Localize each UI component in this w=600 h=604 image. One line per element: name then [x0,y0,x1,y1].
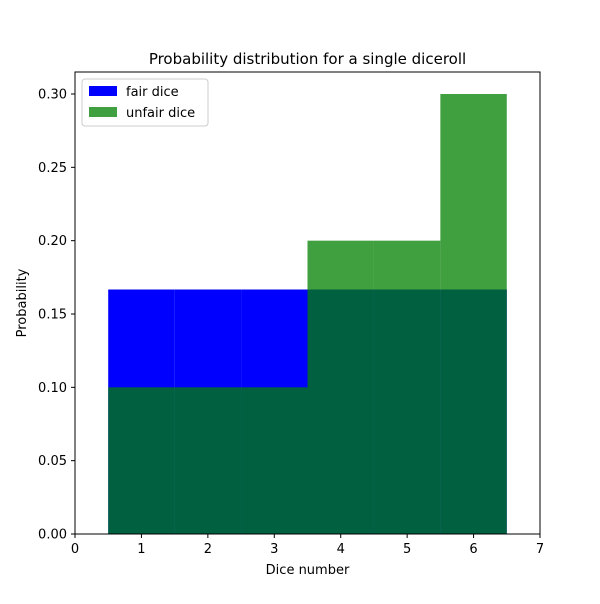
legend-label-unfair-dice: unfair dice [126,106,195,121]
x-tick-label: 5 [403,542,411,557]
y-tick-label: 0.00 [38,528,67,543]
x-axis-label: Dice number [266,563,350,578]
plot-frame [74,71,541,535]
x-axis-ticks: 0 1 2 3 4 5 6 7 [71,534,544,557]
y-axis-label: Probability [15,268,30,337]
y-tick-label: 0.30 [38,88,67,103]
y-tick-label: 0.25 [38,161,67,176]
x-tick-label: 2 [204,542,212,557]
x-tick-label: 0 [71,542,79,557]
bars-layer [108,94,507,534]
bar-unfair-dice-5 [373,240,441,534]
y-axis-ticks: 0.00 0.05 0.10 0.15 0.20 0.25 0.30 [38,88,75,543]
y-tick-label: 0.20 [38,234,67,249]
bar-unfair-dice-1 [108,387,175,534]
x-tick-label: 6 [469,542,477,557]
legend-swatch-unfair-dice [89,107,117,117]
y-tick-label: 0.05 [38,454,67,469]
bar-unfair-dice-2 [174,387,242,534]
x-tick-label: 7 [536,542,544,557]
legend-label-fair-dice: fair dice [126,85,179,100]
bar-unfair-dice-6 [440,94,507,534]
chart-title: Probability distribution for a single di… [149,50,466,68]
y-tick-label: 0.15 [38,308,67,323]
x-tick-label: 4 [337,542,345,557]
x-tick-label: 3 [270,542,278,557]
legend-swatch-fair-dice [89,86,117,96]
bar-unfair-dice-3 [241,387,308,534]
y-tick-label: 0.10 [38,381,67,396]
bar-unfair-dice-4 [307,240,374,534]
legend: fair dice unfair dice [81,78,209,127]
x-tick-label: 1 [137,542,145,557]
